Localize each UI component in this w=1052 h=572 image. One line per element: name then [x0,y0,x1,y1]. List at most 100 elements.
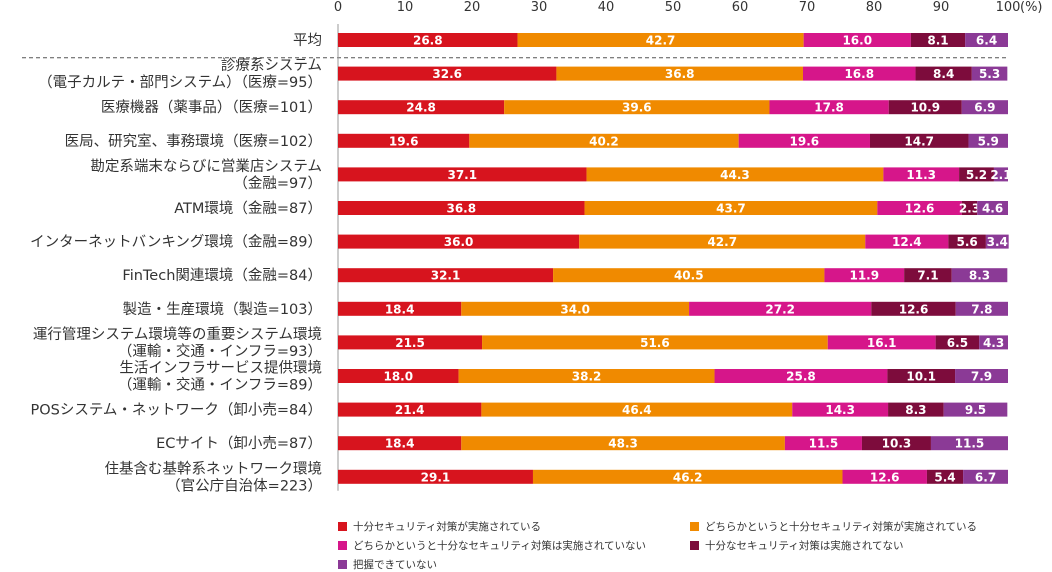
bar-segment [556,66,803,81]
bar-value-label: 11.9 [849,269,879,283]
category-label: ATM環境（金融=87） [174,199,322,217]
legend-swatch [338,541,347,550]
bar-segment [887,369,956,383]
bar-segment [338,167,587,182]
bar-segment [869,133,969,148]
bar-value-label: 42.7 [707,235,737,249]
bar-value-label: 11.5 [955,437,985,451]
bar-value-label: 48.3 [608,437,638,451]
category-label: ECサイト（卸小売=87） [156,435,322,452]
x-tick-label: 40 [598,0,615,15]
bar-value-label: 21.4 [395,403,425,417]
bar-value-label: 18.0 [383,370,413,384]
category-label: （運輸・交通・インフラ=89） [118,376,322,394]
bar-value-label: 36.0 [444,235,474,249]
x-tick-label: 50 [665,0,682,15]
bar-segment [930,436,1008,451]
legend-label: 十分セキュリティ対策が実施されている [353,521,542,533]
bar-segment [961,100,1008,115]
bar-value-label: 38.2 [572,370,602,384]
bar-segment [532,469,843,484]
bar-segment [338,301,462,316]
bar-segment [951,268,1008,283]
x-tick-label: 20 [464,0,481,15]
bar-segment [469,133,739,148]
bar-value-label: 24.8 [406,101,436,115]
bar-value-label: 11.3 [906,168,936,182]
bar-value-label: 32.1 [431,269,461,283]
legend-swatch [338,560,347,569]
bar-value-label: 14.3 [825,403,855,417]
x-tick-label: 80 [866,0,883,15]
category-label: 運行管理システム環境等の重要システム環境 [33,325,322,343]
x-tick-label: 70 [799,0,816,15]
bar-value-label: 18.4 [385,302,415,316]
bar-segment [584,201,878,215]
bar-segment [968,133,1008,148]
bar-segment [458,369,715,383]
category-label: （電子カルテ・部門システム）（医療=95） [38,74,322,91]
bar-segment [461,301,690,316]
bar-value-label: 16.1 [867,336,897,350]
bar-value-label: 44.3 [720,168,750,182]
bar-segment [338,402,482,417]
bar-value-label: 8.3 [969,269,990,283]
bar-value-label: 10.1 [906,370,936,384]
bar-value-label: 46.2 [673,470,703,484]
bar-segment [338,234,580,249]
bar-segment [338,133,470,148]
category-label: 勘定系端末ならびに営業店システム [90,158,322,175]
bar-segment [842,469,927,484]
bar-value-label: 51.6 [640,336,670,350]
bar-value-label: 6.5 [947,336,968,350]
category-label: 住基含む基幹系ネットワーク環境 [105,459,323,477]
category-label: 医局、研究室、事務環境（医療=102） [65,132,322,150]
bar-value-label: 19.6 [389,134,419,148]
category-label: 生活インフラサービス提供環境 [119,359,322,377]
bar-value-label: 16.0 [842,34,872,48]
bar-value-label: 5.6 [956,235,977,249]
bar-value-label: 32.6 [432,67,462,81]
bar-segment [714,369,888,383]
bar-segment [926,469,964,484]
bar-value-label: 4.6 [982,202,1003,216]
legend-label: 把握できていない [353,559,437,571]
bar-segment [883,167,960,182]
bar-value-label: 16.8 [844,67,874,81]
category-label: POSシステム・ネットワーク（卸小売=84） [30,402,322,419]
bar-value-label: 42.7 [646,34,676,48]
bar-segment [461,436,785,451]
bar-value-label: 5.2 [966,168,987,182]
bar-segment [338,268,554,283]
bar-segment [338,469,533,484]
bar-value-label: 36.8 [446,202,476,216]
legend-label: 十分なセキュリティ対策は実施されてない [705,540,904,552]
bar-segment [553,268,825,283]
category-label: FinTech関連環境（金融=84） [122,266,322,284]
bar-value-label: 2.3 [959,202,980,216]
bar-segment [861,436,931,451]
bar-value-label: 17.8 [814,101,844,115]
bar-segment [955,301,1008,316]
bar-segment [338,335,483,350]
category-label: 診療系システム [221,57,322,74]
bar-segment [871,301,956,316]
bar-value-label: 19.6 [790,134,820,148]
bar-segment [915,66,972,81]
bar-value-label: 7.8 [971,302,992,316]
bar-value-label: 7.1 [917,269,938,283]
bar-value-label: 8.3 [905,403,926,417]
bar-segment [977,201,1008,215]
bar-segment [935,335,980,350]
category-label: （官公庁自治体=223） [166,477,322,494]
bar-segment [689,301,872,316]
bar-value-label: 37.1 [447,168,477,182]
bar-segment [985,234,1009,249]
legend-item: どちらかというと十分セキュリティ対策が実施されている [690,519,977,534]
category-label: 平均 [293,32,322,49]
bar-segment [769,100,889,115]
bar-segment [959,167,994,182]
bar-segment [338,33,518,47]
bar-value-label: 10.3 [882,437,912,451]
bar-value-label: 26.8 [413,34,443,48]
